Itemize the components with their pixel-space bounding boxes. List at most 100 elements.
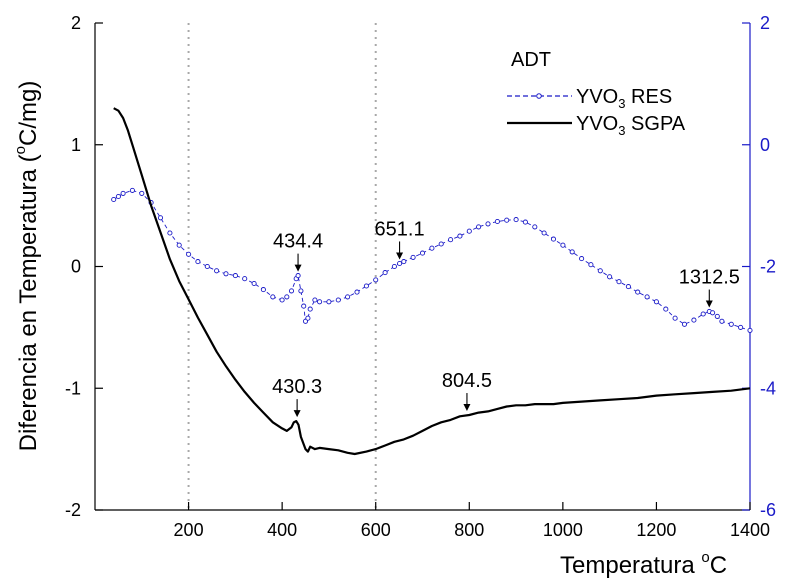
- res-point: [284, 294, 290, 300]
- res-point: [214, 268, 220, 274]
- res-point: [391, 263, 397, 270]
- res-point: [653, 299, 659, 305]
- res-point: [438, 241, 444, 247]
- annotation-arrowhead: [463, 404, 471, 412]
- legend-label-res: YVO3 RES: [576, 86, 672, 111]
- res-point: [747, 327, 753, 333]
- res-point: [597, 268, 603, 274]
- res-line: [113, 189, 751, 331]
- series-yvo3-res: [111, 187, 753, 333]
- annotation-label: 1312.5: [679, 267, 740, 289]
- res-point: [317, 299, 323, 305]
- x-tick-label: 800: [454, 520, 484, 540]
- legend: ADT YVO3 RES YVO3 SGPA: [507, 49, 686, 138]
- left-tick-label: 1: [71, 135, 81, 155]
- res-point: [129, 187, 135, 193]
- res-point: [295, 273, 301, 279]
- res-point: [419, 250, 426, 256]
- res-point: [644, 294, 650, 300]
- x-tick-label: 400: [267, 520, 297, 540]
- res-point: [569, 249, 575, 255]
- res-point: [448, 237, 454, 243]
- right-tick-label: -2: [760, 257, 776, 277]
- right-tick-label: -4: [760, 378, 776, 398]
- res-point: [270, 294, 276, 300]
- res-point: [345, 294, 351, 300]
- annotation-label: 804.5: [442, 370, 492, 392]
- left-axis-ticks: 2 1 0 -1 -2: [65, 13, 103, 520]
- res-point: [312, 297, 318, 303]
- res-point: [513, 217, 519, 223]
- res-point: [167, 230, 173, 236]
- res-point: [242, 276, 248, 282]
- x-tick-label: 1400: [730, 520, 770, 540]
- right-tick-label: -6: [760, 500, 776, 520]
- res-point: [410, 254, 416, 260]
- res-point: [700, 311, 706, 317]
- right-axis-ticks: 2 0 -2 -4 -6: [742, 13, 776, 520]
- res-point: [681, 321, 688, 327]
- res-point: [176, 242, 182, 248]
- right-tick-label: 2: [760, 13, 770, 33]
- res-point: [504, 217, 510, 223]
- x-tick-label: 200: [174, 520, 204, 540]
- peak-annotations: 434.4 651.1 1312.5 430.3 804.5: [272, 218, 740, 418]
- res-point: [363, 283, 369, 289]
- annotation-arrowhead: [293, 410, 301, 418]
- res-point: [541, 230, 547, 236]
- left-tick-label: 2: [71, 13, 81, 33]
- res-point: [186, 251, 192, 257]
- x-axis-ticks: 200 400 600 800 1000 1200 1400: [174, 502, 770, 540]
- res-point: [616, 279, 622, 285]
- res-point: [550, 236, 557, 242]
- x-tick-label: 1000: [543, 520, 583, 540]
- vertical-gridlines: [187, 23, 377, 510]
- res-point: [485, 221, 491, 227]
- res-point: [115, 193, 121, 200]
- res-point: [223, 271, 229, 277]
- annotation-label: 434.4: [273, 231, 323, 253]
- res-point: [232, 273, 238, 279]
- x-axis-title: Temperatura oC: [560, 549, 727, 579]
- res-point: [625, 284, 631, 290]
- left-tick-label: -1: [65, 378, 81, 398]
- res-point: [307, 306, 313, 312]
- res-point: [260, 287, 266, 293]
- x-tick-label: 1200: [636, 520, 676, 540]
- res-point: [719, 318, 725, 324]
- annotation-arrowhead: [396, 252, 404, 260]
- annotation-arrowhead: [294, 264, 302, 272]
- res-point: [728, 321, 734, 327]
- x-tick-label: 600: [361, 520, 391, 540]
- res-point: [532, 224, 538, 230]
- res-point: [204, 263, 210, 270]
- annotation-arrowhead: [705, 300, 713, 308]
- res-point: [195, 259, 201, 265]
- annotation-label: 430.3: [272, 376, 322, 398]
- y-axis-title: Diferencia en Temperatura (oC/mg): [12, 81, 42, 452]
- res-point: [710, 310, 716, 316]
- res-point: [522, 219, 528, 225]
- res-point: [288, 288, 295, 294]
- res-point: [382, 270, 388, 276]
- right-tick-label: 0: [760, 135, 770, 155]
- res-point: [738, 324, 744, 330]
- res-point: [305, 315, 311, 321]
- res-point: [298, 288, 304, 294]
- res-point: [588, 262, 594, 268]
- res-point: [635, 289, 641, 295]
- legend-marker-res: [536, 93, 542, 99]
- res-point: [401, 259, 407, 265]
- legend-label-sgpa: YVO3 SGPA: [576, 113, 686, 138]
- legend-title: ADT: [511, 49, 551, 71]
- res-point: [714, 313, 720, 319]
- series-yvo3-sgpa: [113, 107, 751, 456]
- res-point: [560, 242, 566, 248]
- res-point: [466, 228, 472, 234]
- left-tick-label: 0: [71, 257, 81, 277]
- res-point: [579, 256, 585, 262]
- sgpa-line: [113, 107, 751, 456]
- res-point: [251, 280, 257, 287]
- res-point: [373, 277, 379, 283]
